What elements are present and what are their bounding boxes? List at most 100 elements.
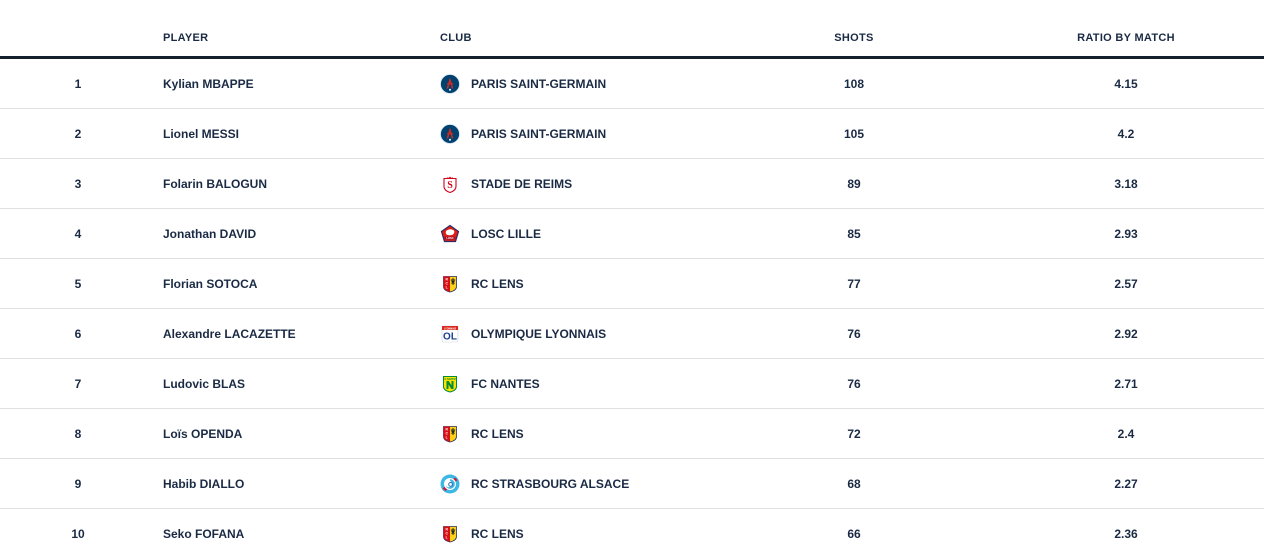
table-row[interactable]: 3 Folarin BALOGUN S STADE DE REIMS 89 3.… — [0, 159, 1264, 209]
psg-crest-icon — [440, 123, 460, 144]
player-name: Folarin BALOGUN — [163, 176, 267, 191]
club-name: RC LENS — [471, 426, 524, 441]
svg-text:LOSC: LOSC — [446, 236, 453, 240]
nantes-crest-icon: FC NANTES — [440, 374, 460, 394]
rank-cell: 2 — [74, 126, 82, 141]
shots-value: 85 — [847, 226, 861, 241]
strasbourg-crest-icon — [440, 474, 460, 494]
svg-text:LYONNAIS: LYONNAIS — [444, 327, 457, 330]
ratio-value: 4.15 — [1114, 76, 1138, 91]
svg-text:C: C — [445, 532, 448, 536]
ratio-value: 2.4 — [1117, 426, 1135, 441]
header-club: CLUB — [440, 32, 472, 44]
reims-crest-icon: S — [440, 174, 460, 194]
rank-cell: 6 — [74, 326, 82, 341]
shots-value: 66 — [847, 527, 861, 541]
svg-text:L: L — [446, 285, 448, 289]
player-name: Alexandre LACAZETTE — [163, 326, 296, 341]
header-rank — [0, 44, 156, 56]
shots-value: 89 — [847, 176, 861, 191]
shots-value: 77 — [847, 276, 861, 291]
club-name: PARIS SAINT-GERMAIN — [471, 76, 607, 91]
table-row[interactable]: 7 Ludovic BLAS FC NANTES FC NANTES 76 2.… — [0, 359, 1264, 409]
table-row[interactable]: 2 Lionel MESSI PARIS SAINT-GERMAIN 105 4… — [0, 109, 1264, 159]
club-name: STADE DE REIMS — [471, 176, 573, 191]
psg-crest-icon — [440, 73, 460, 94]
table-body: 1 Kylian MBAPPE PARIS SAINT-GERMAIN 10 8 … — [0, 59, 1264, 559]
player-name: Loïs OPENDA — [163, 426, 243, 441]
ratio-value: 4.2 — [1117, 126, 1135, 141]
shots-value: 76 — [847, 326, 861, 341]
svg-text:R: R — [445, 277, 448, 281]
ratio-value: 2.57 — [1114, 276, 1138, 291]
club-cell: FC NANTES FC NANTES — [433, 374, 720, 394]
svg-text:L: L — [446, 536, 448, 540]
header-player: PLAYER — [163, 32, 209, 44]
rank-cell: 10 — [71, 527, 85, 541]
club-name: RC STRASBOURG ALSACE — [471, 476, 630, 491]
lyon-crest-icon: LYONNAIS OL — [440, 324, 460, 344]
shots-value: 105 — [843, 126, 865, 141]
player-name: Florian SOTOCA — [163, 276, 258, 291]
club-cell: LOSC LOSC LILLE — [433, 224, 720, 244]
ratio-value: 2.92 — [1114, 326, 1138, 341]
rank-cell: 8 — [74, 426, 82, 441]
svg-text:FC NANTES: FC NANTES — [443, 378, 457, 381]
club-cell: LYONNAIS OL OLYMPIQUE LYONNAIS — [433, 324, 720, 344]
table-header-row: PLAYER CLUB SHOTS RATIO BY MATCH — [0, 0, 1264, 59]
club-name: PARIS SAINT-GERMAIN — [471, 126, 607, 141]
player-name: Jonathan DAVID — [163, 226, 257, 241]
player-name: Seko FOFANA — [163, 527, 245, 541]
club-name: LOSC LILLE — [471, 226, 541, 241]
ratio-value: 2.93 — [1114, 226, 1138, 241]
player-name: Ludovic BLAS — [163, 376, 246, 391]
table-row[interactable]: 4 Jonathan DAVID LOSC LOSC LILLE 85 2.93 — [0, 209, 1264, 259]
player-name: Lionel MESSI — [163, 126, 240, 141]
player-name: Habib DIALLO — [163, 476, 245, 491]
ratio-value: 2.27 — [1114, 476, 1138, 491]
table-row[interactable]: 6 Alexandre LACAZETTE LYONNAIS OL OLYMPIQ… — [0, 309, 1264, 359]
table-row[interactable]: 9 Habib DIALLO RC STRASBOURG ALSACE 68 2… — [0, 459, 1264, 509]
rank-cell: 1 — [74, 76, 82, 91]
rank-cell: 7 — [74, 376, 82, 391]
club-name: RC LENS — [471, 276, 524, 291]
club-cell: PARIS SAINT-GERMAIN — [433, 123, 720, 144]
club-name: RC LENS — [471, 527, 524, 541]
shots-value: 76 — [847, 376, 861, 391]
ratio-value: 3.18 — [1114, 176, 1138, 191]
svg-text:OL: OL — [443, 331, 457, 342]
svg-text:L: L — [446, 435, 448, 439]
club-cell: S STADE DE REIMS — [433, 174, 720, 194]
svg-text:R: R — [445, 427, 448, 431]
ratio-value: 2.71 — [1114, 376, 1138, 391]
rank-cell: 3 — [74, 176, 82, 191]
club-cell: RC STRASBOURG ALSACE — [433, 474, 720, 494]
club-name: FC NANTES — [471, 376, 540, 391]
header-shots: SHOTS — [834, 32, 874, 44]
club-name: OLYMPIQUE LYONNAIS — [471, 326, 607, 341]
player-name: Kylian MBAPPE — [163, 76, 254, 91]
rank-cell: 9 — [74, 476, 82, 491]
table-row[interactable]: 1 Kylian MBAPPE PARIS SAINT-GERMAIN 108 … — [0, 59, 1264, 109]
shots-value: 108 — [843, 76, 865, 91]
club-cell: PARIS SAINT-GERMAIN — [433, 73, 720, 94]
svg-text:R: R — [445, 528, 448, 532]
lille-crest-icon: LOSC — [440, 224, 460, 244]
ratio-value: 2.36 — [1114, 527, 1138, 541]
svg-text:C: C — [445, 431, 448, 435]
svg-text:C: C — [445, 281, 448, 285]
rank-cell: 4 — [74, 226, 82, 241]
rank-cell: 5 — [74, 276, 82, 291]
shots-value: 72 — [847, 426, 861, 441]
header-ratio: RATIO BY MATCH — [1077, 32, 1175, 44]
